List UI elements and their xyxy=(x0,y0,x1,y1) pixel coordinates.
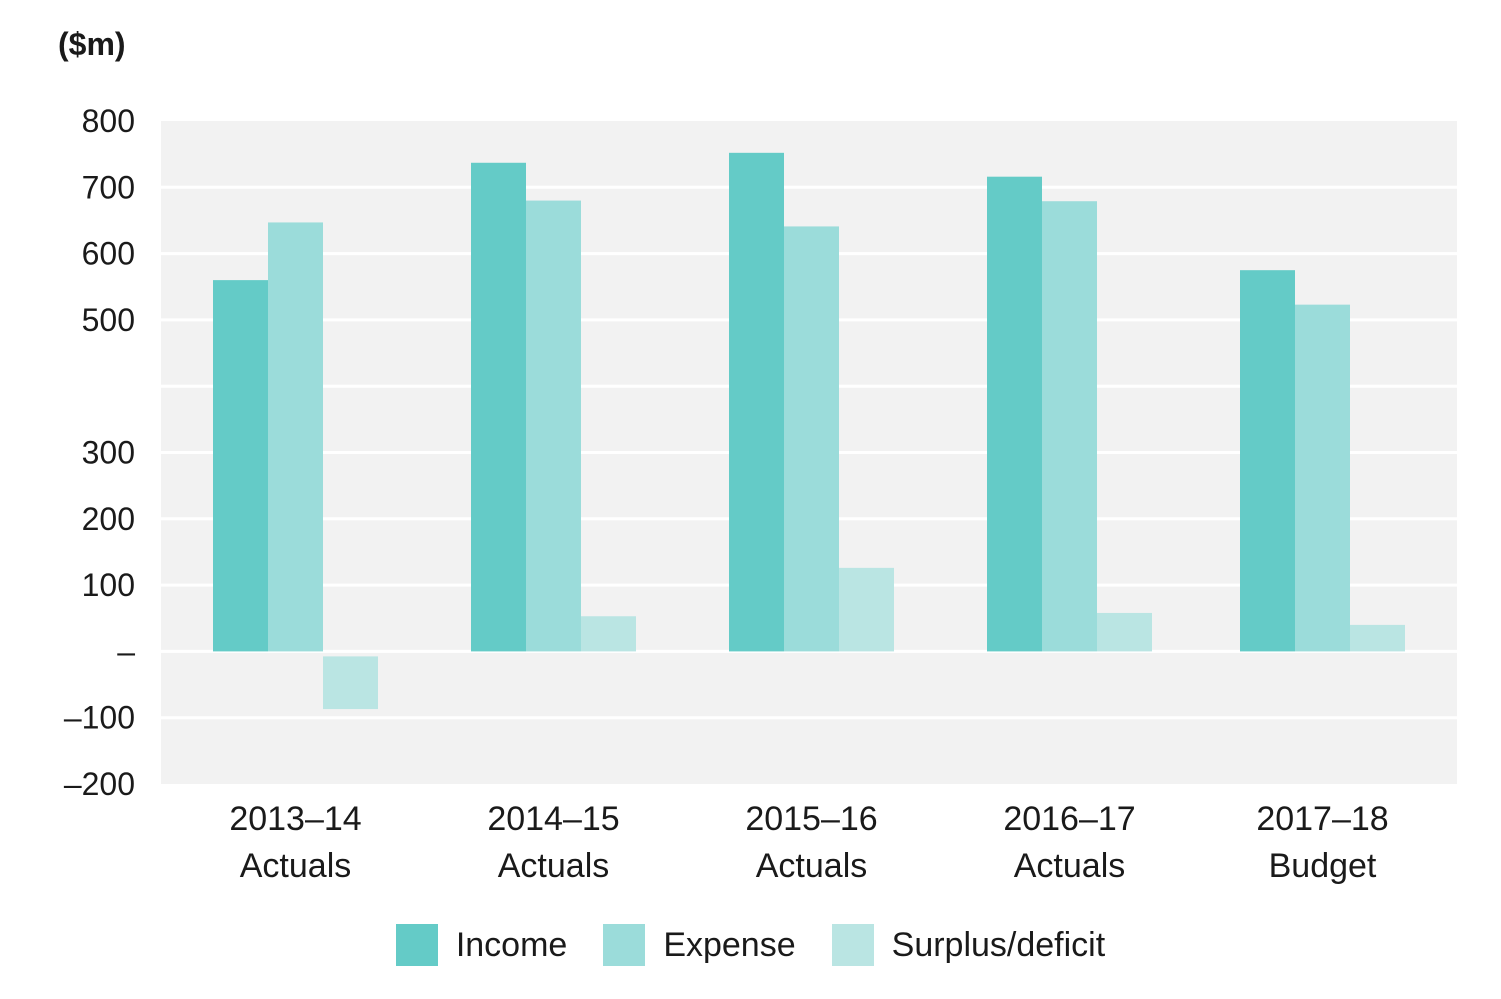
x-tick-label: 2015–16 xyxy=(745,800,877,838)
y-tick-label: –200 xyxy=(64,766,135,802)
legend-swatch xyxy=(395,924,438,966)
bar-expense-0 xyxy=(268,222,323,652)
legend-item: Income xyxy=(395,924,568,966)
bar-surplus-deficit-1 xyxy=(581,616,636,652)
y-tick-label: 300 xyxy=(82,435,135,471)
legend: Income Expense Surplus/deficit xyxy=(0,924,1501,966)
x-tick-label: Actuals xyxy=(1014,847,1126,885)
x-tick-label: 2016–17 xyxy=(1003,800,1135,838)
bar-income-1 xyxy=(471,162,526,652)
bar-surplus-deficit-2 xyxy=(839,567,894,652)
bar-surplus-deficit-4 xyxy=(1350,624,1405,652)
legend-swatch xyxy=(603,924,646,966)
bar-expense-2 xyxy=(784,226,839,652)
y-tick-label: 200 xyxy=(82,501,135,537)
y-axis-ticks: 800 700 600 500 300 200 100 – –100 –200 xyxy=(64,103,135,802)
x-tick-label: 2013–14 xyxy=(229,800,361,838)
y-tick-label: 100 xyxy=(82,567,135,603)
x-tick-label: Actuals xyxy=(756,847,868,885)
bar-income-3 xyxy=(987,176,1042,652)
legend-label: Income xyxy=(455,925,568,964)
x-tick-label: 2017–18 xyxy=(1256,800,1388,838)
y-tick-label: 500 xyxy=(82,302,135,338)
bars xyxy=(213,152,1405,710)
bar-expense-4 xyxy=(1295,304,1350,652)
legend-swatch xyxy=(831,924,874,966)
bar-income-2 xyxy=(729,152,784,652)
legend-item: Surplus/deficit xyxy=(831,924,1106,966)
bar-expense-1 xyxy=(526,200,581,652)
bar-expense-3 xyxy=(1042,201,1097,652)
y-tick-label: 600 xyxy=(82,236,135,272)
x-tick-label: 2014–15 xyxy=(487,800,619,838)
y-tick-label: 700 xyxy=(82,169,135,205)
legend-label: Expense xyxy=(663,925,796,964)
y-tick-label: –100 xyxy=(64,700,135,736)
x-tick-label: Actuals xyxy=(498,847,610,885)
bar-income-4 xyxy=(1240,270,1295,652)
y-unit-label: ($m) xyxy=(58,26,126,62)
bar-surplus-deficit-0 xyxy=(323,656,378,710)
legend-label: Surplus/deficit xyxy=(891,925,1106,964)
x-axis-ticks: 2013–14 Actuals 2014–15 Actuals 2015–16 Actua… xyxy=(229,800,1388,885)
y-tick-label: 800 xyxy=(82,103,135,139)
x-tick-label: Budget xyxy=(1269,847,1377,885)
bar-income-0 xyxy=(213,280,268,652)
x-tick-label: Actuals xyxy=(240,847,352,885)
y-tick-label: – xyxy=(117,633,135,669)
legend-item: Expense xyxy=(603,924,796,966)
bar-surplus-deficit-3 xyxy=(1097,612,1152,652)
